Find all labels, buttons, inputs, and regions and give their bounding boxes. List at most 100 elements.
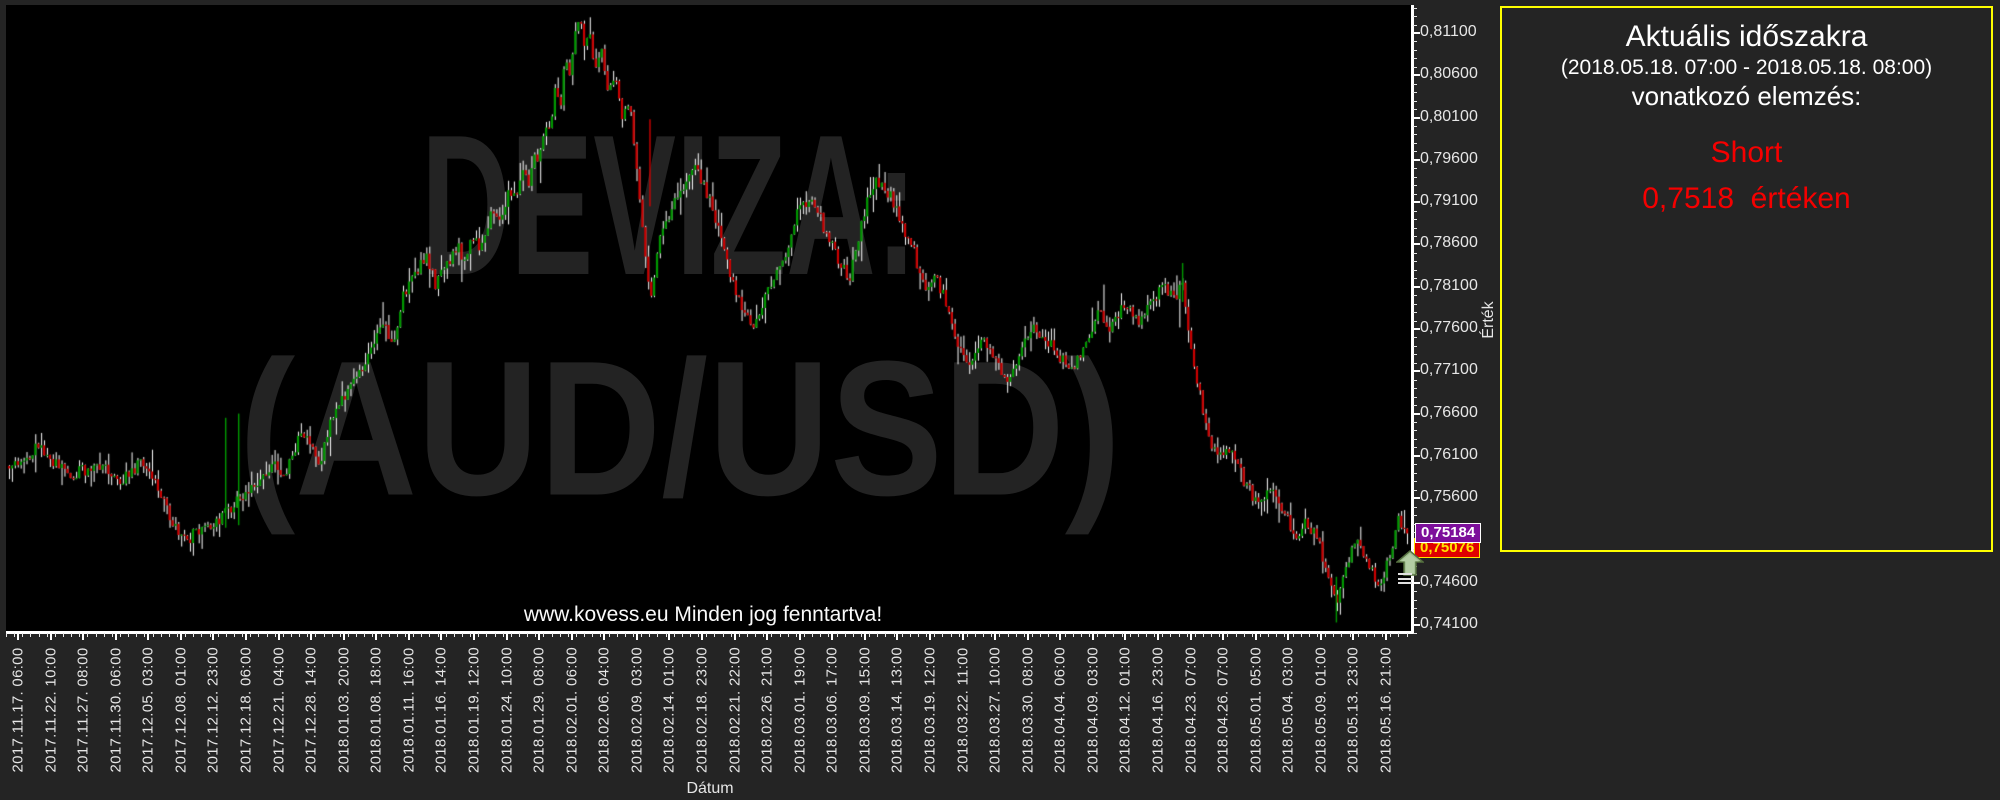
x-minor-tick (966, 633, 968, 637)
x-minor-tick (1007, 633, 1009, 637)
x-minor-tick (681, 633, 683, 637)
x-minor-tick (527, 633, 529, 637)
x-minor-tick (779, 633, 781, 637)
x-minor-tick (706, 633, 708, 637)
x-minor-tick (437, 633, 439, 637)
x-tick-label: 2018.04.09. 03:00 (1084, 646, 1102, 774)
y-tick-label: 0,79600 (1420, 149, 1478, 167)
x-minor-tick (128, 633, 130, 637)
x-major-tick (1091, 633, 1094, 640)
x-minor-tick (746, 633, 748, 637)
x-minor-tick (299, 633, 301, 637)
y-minor-tick (1413, 24, 1417, 26)
y-minor-tick (1413, 151, 1417, 153)
x-major-tick (635, 633, 638, 640)
x-tick-label: 2018.03.30. 08:00 (1019, 646, 1037, 774)
x-minor-tick (1308, 633, 1310, 637)
y-minor-tick (1413, 41, 1417, 43)
x-minor-tick (22, 633, 24, 637)
x-minor-tick (1137, 633, 1139, 637)
x-minor-tick (421, 633, 423, 637)
x-minor-tick (250, 633, 252, 637)
y-minor-tick (1413, 345, 1417, 347)
x-minor-tick (632, 633, 634, 637)
y-minor-tick (1413, 430, 1417, 432)
x-minor-tick (1292, 633, 1294, 637)
y-minor-tick (1413, 261, 1417, 263)
x-tick-label: 2018.04.23. 07:00 (1182, 646, 1200, 774)
x-minor-tick (909, 633, 911, 637)
x-tick-label: 2017.12.28. 14:00 (302, 646, 320, 774)
x-minor-tick (1105, 633, 1107, 637)
y-minor-tick (1413, 7, 1417, 9)
y-minor-tick (1413, 295, 1417, 297)
x-minor-tick (478, 633, 480, 637)
x-minor-tick (893, 633, 895, 637)
x-minor-tick (1373, 633, 1375, 637)
y-minor-tick (1413, 515, 1417, 517)
y-minor-tick (1413, 591, 1417, 593)
x-minor-tick (168, 633, 170, 637)
x-minor-tick (1202, 633, 1204, 637)
x-minor-tick (1382, 633, 1384, 637)
x-major-tick (440, 633, 443, 640)
x-tick-label: 2018.01.16. 14:00 (432, 646, 450, 774)
candlestick-plot: DEVIZA: (AUD/USD) www.kovess.eu Minden j… (6, 5, 1412, 633)
y-tick-label: 0,80600 (1420, 65, 1478, 83)
x-major-tick (1384, 633, 1387, 640)
x-minor-tick (917, 633, 919, 637)
y-minor-tick (1413, 126, 1417, 128)
x-major-tick (147, 633, 150, 640)
x-minor-tick (1341, 633, 1343, 637)
x-tick-label: 2018.01.19. 12:00 (465, 646, 483, 774)
y-minor-tick (1413, 109, 1417, 111)
x-minor-tick (592, 633, 594, 637)
y-tick-label: 0,76600 (1420, 403, 1478, 421)
y-minor-tick (1413, 66, 1417, 68)
x-minor-tick (1040, 633, 1042, 637)
x-minor-tick (1227, 633, 1229, 637)
y-minor-tick (1413, 354, 1417, 356)
x-tick-label: 2018.03.09. 15:00 (856, 646, 874, 774)
x-minor-tick (1219, 633, 1221, 637)
x-minor-tick (429, 633, 431, 637)
x-minor-tick (201, 633, 203, 637)
x-minor-tick (543, 633, 545, 637)
x-minor-tick (282, 633, 284, 637)
y-minor-tick (1413, 227, 1417, 229)
x-minor-tick (1145, 633, 1147, 637)
x-minor-tick (71, 633, 73, 637)
x-minor-tick (160, 633, 162, 637)
x-major-tick (1156, 633, 1159, 640)
x-tick-label: 2018.01.24. 10:00 (498, 646, 516, 774)
x-minor-tick (844, 633, 846, 637)
x-minor-tick (869, 633, 871, 637)
x-minor-tick (1170, 633, 1172, 637)
x-minor-tick (1316, 633, 1318, 637)
y-minor-tick (1413, 337, 1417, 339)
y-minor-tick (1413, 176, 1417, 178)
x-minor-tick (812, 633, 814, 637)
y-axis-line (1411, 5, 1414, 634)
y-major-tick (1413, 243, 1420, 246)
x-tick-label: 2017.12.05. 03:00 (139, 646, 157, 774)
x-tick-label: 2018.05.01. 05:00 (1247, 646, 1265, 774)
y-minor-tick (1413, 219, 1417, 221)
y-minor-tick (1413, 235, 1417, 237)
x-minor-tick (217, 633, 219, 637)
y-minor-tick (1413, 472, 1417, 474)
y-minor-tick (1413, 633, 1417, 635)
x-minor-tick (974, 633, 976, 637)
x-major-tick (994, 633, 997, 640)
y-major-tick (1413, 581, 1420, 584)
y-minor-tick (1413, 422, 1417, 424)
y-axis-title: Érték (1480, 301, 1497, 339)
y-minor-tick (1413, 599, 1417, 601)
x-major-tick (1124, 633, 1127, 640)
x-minor-tick (258, 633, 260, 637)
x-tick-label: 2018.04.26. 07:00 (1214, 646, 1232, 774)
x-minor-tick (828, 633, 830, 637)
y-minor-tick (1413, 464, 1417, 466)
x-major-tick (114, 633, 117, 640)
y-minor-tick (1413, 438, 1417, 440)
